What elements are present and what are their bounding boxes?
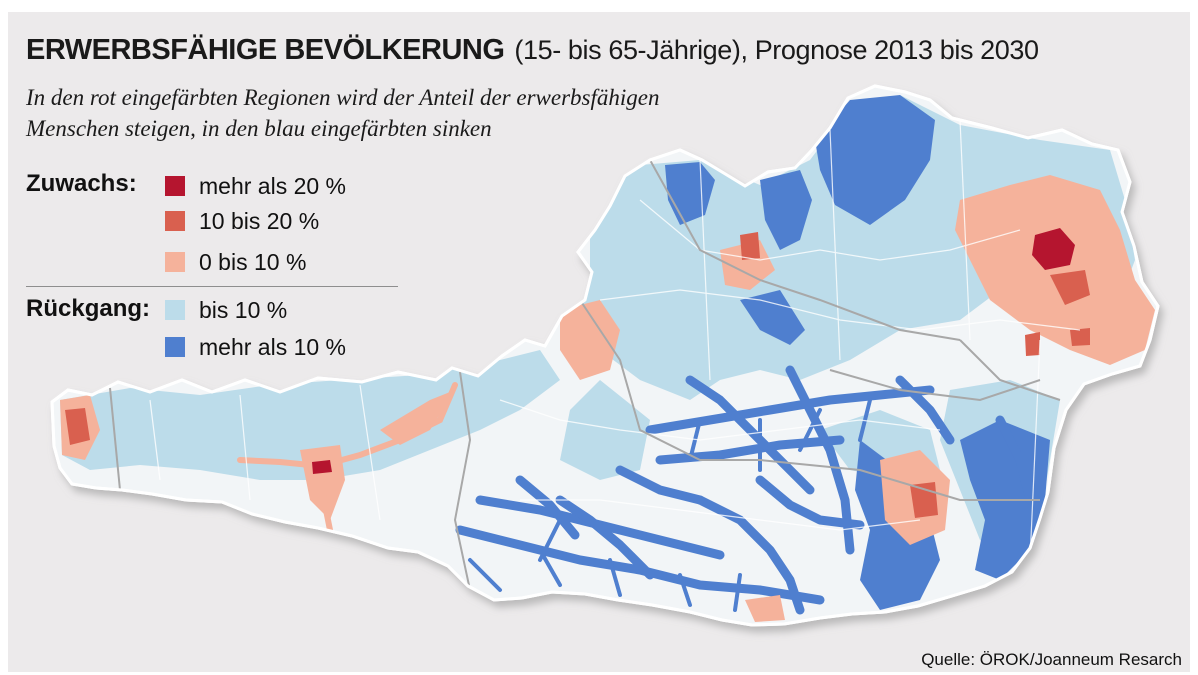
subtitle: In den rot eingefärbten Regionen wird de… [26, 82, 846, 144]
legend-label: mehr als 20 % [199, 172, 347, 199]
legend-item-decline-strong: mehr als 10 % [165, 333, 346, 361]
legend-item-growth-light: 0 bis 10 % [165, 248, 306, 276]
decline-light-regions [60, 95, 1135, 560]
title-sub: (15- bis 65-Jährige), Prognose 2013 bis … [514, 35, 1039, 65]
growth-medium-regions [65, 232, 1090, 518]
legend-label: bis 10 % [199, 296, 288, 323]
state-borders [109, 159, 1061, 591]
legend-swatch [165, 337, 185, 357]
legend-item-growth-medium: 10 bis 20 % [165, 207, 319, 235]
legend-swatch [165, 176, 185, 196]
legend-swatch [165, 211, 185, 231]
source-credit: Quelle: ÖROK/Joanneum Resarch [921, 650, 1182, 669]
subtitle-line-2: Menschen steigen, in den blau eingefärbt… [26, 116, 492, 141]
legend-label: 0 bis 10 % [199, 248, 307, 275]
legend-label: mehr als 10 % [199, 333, 347, 360]
legend-zuwachs-label: Zuwachs: [26, 170, 137, 197]
legend-swatch [165, 300, 185, 320]
subtitle-line-1: In den rot eingefärbten Regionen wird de… [26, 85, 660, 110]
legend-item-decline-light: bis 10 % [165, 296, 287, 324]
legend-swatch [165, 252, 185, 272]
growth-strong-regions [312, 228, 1075, 474]
legend-label: 10 bis 20 % [199, 207, 320, 234]
title-main: ERWERBSFÄHIGE BEVÖLKERUNG [26, 34, 505, 66]
growth-light-valleys [237, 382, 458, 533]
legend-divider [26, 286, 398, 287]
legend-item-growth-strong: mehr als 20 % [165, 172, 346, 200]
title-row: ERWERBSFÄHIGE BEVÖLKERUNG (15- bis 65-Jäh… [26, 34, 1039, 67]
decline-strong-side-valleys [468, 398, 872, 612]
legend-rueckgang-label: Rückgang: [26, 295, 151, 322]
